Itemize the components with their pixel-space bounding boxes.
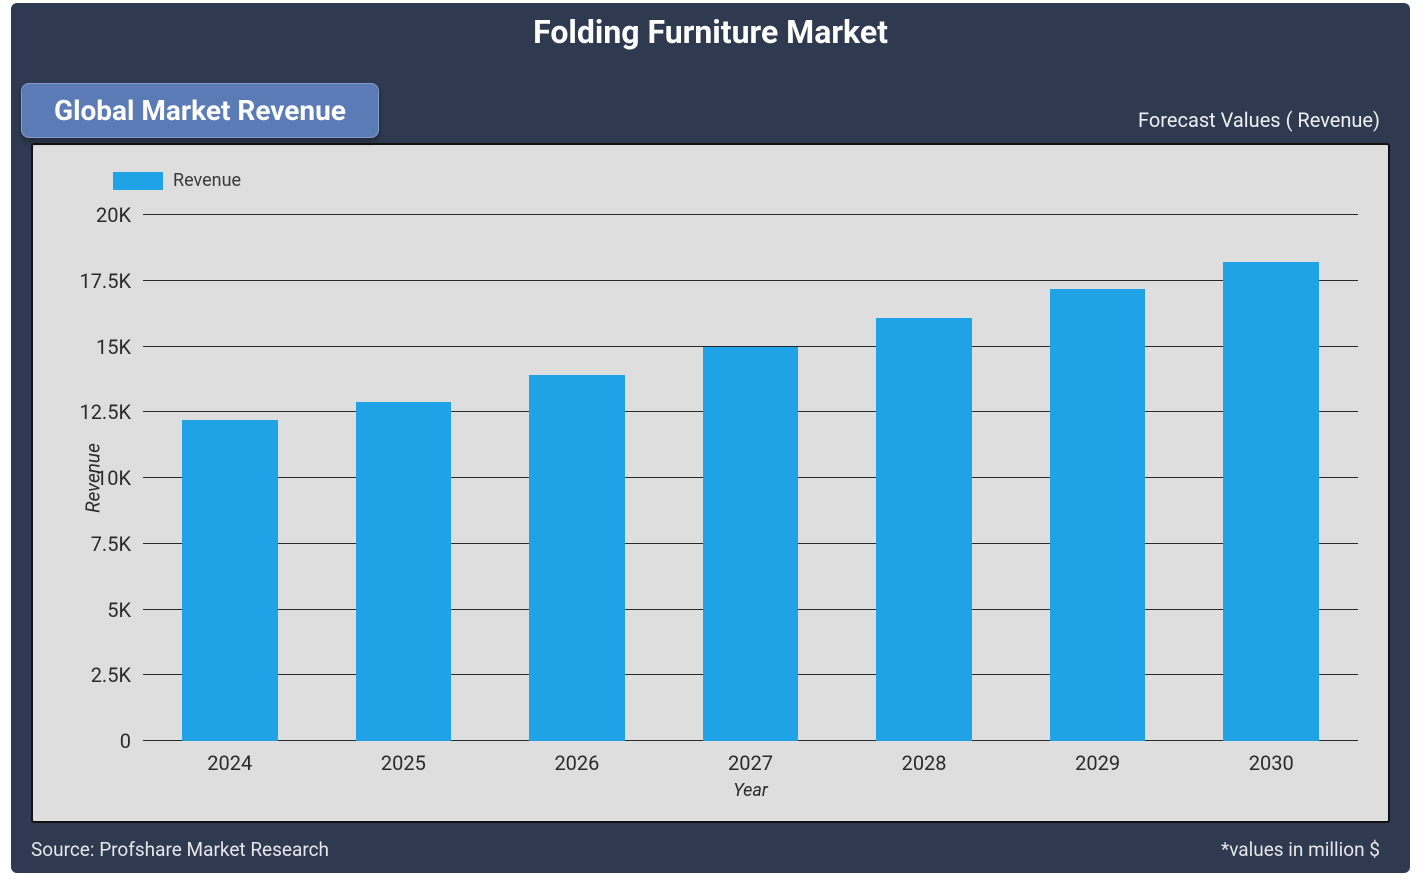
subtitle-badge: Global Market Revenue [21, 83, 379, 138]
x-tick-label: 2026 [554, 741, 599, 775]
source-label: Source: Profshare Market Research [31, 838, 329, 861]
values-note: *values in million $ [1221, 838, 1380, 861]
bar [182, 420, 277, 741]
forecast-label: Forecast Values ( Revenue) [1138, 108, 1380, 132]
grid-line [143, 214, 1358, 215]
x-tick-label: 2025 [381, 741, 426, 775]
legend-swatch [113, 172, 163, 190]
y-tick-label: 10K [96, 466, 143, 490]
x-tick-label: 2027 [728, 741, 773, 775]
bar [703, 347, 798, 742]
y-tick-label: 7.5K [91, 532, 143, 556]
bar [356, 402, 451, 741]
x-tick-label: 2024 [207, 741, 252, 775]
x-tick-label: 2030 [1249, 741, 1294, 775]
legend: Revenue [113, 170, 241, 191]
legend-label: Revenue [173, 170, 241, 191]
y-tick-label: 20K [96, 203, 143, 227]
y-tick-label: 17.5K [79, 269, 143, 293]
bar [529, 375, 624, 741]
chart-panel: Folding Furniture Market Global Market R… [11, 3, 1410, 873]
plot-region: Revenue Year 02.5K5K7.5K10K12.5K15K17.5K… [143, 215, 1358, 741]
y-tick-label: 15K [96, 335, 143, 359]
y-tick-label: 5K [107, 598, 143, 622]
y-tick-label: 2.5K [91, 663, 143, 687]
chart-title: Folding Furniture Market [11, 13, 1410, 51]
y-tick-label: 0 [120, 729, 143, 753]
bar [1223, 262, 1318, 741]
x-tick-label: 2029 [1075, 741, 1120, 775]
y-tick-label: 12.5K [79, 400, 143, 424]
chart-container: Folding Furniture Market Global Market R… [0, 0, 1421, 879]
x-axis-label: Year [143, 780, 1358, 801]
bar [876, 318, 971, 741]
bar [1050, 289, 1145, 741]
plot-area: Revenue Revenue Year 02.5K5K7.5K10K12.5K… [31, 143, 1390, 823]
x-tick-label: 2028 [902, 741, 947, 775]
grid-line [143, 280, 1358, 281]
